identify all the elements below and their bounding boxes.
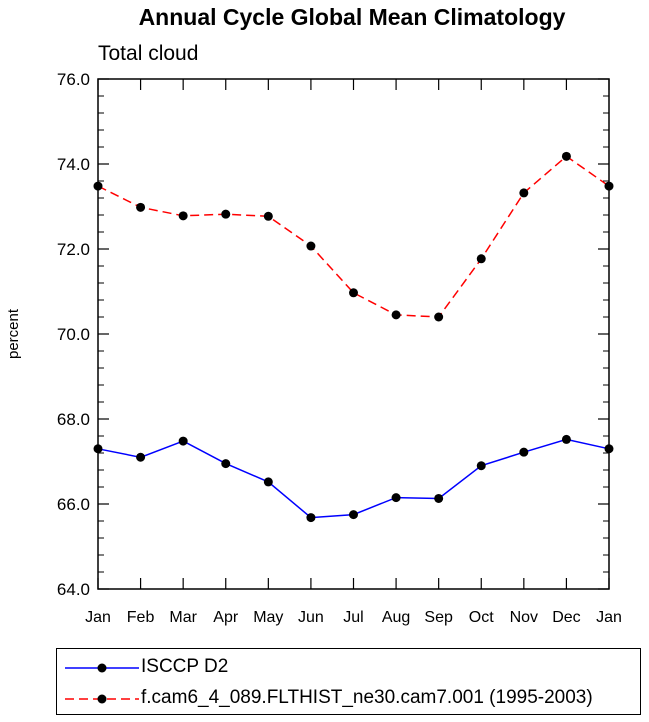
data-point-0	[93, 444, 103, 454]
legend-label-model: f.cam6_4_089.FLTHIST_ne30.cam7.001 (1995…	[141, 687, 593, 708]
x-tick-label: Jun	[298, 609, 324, 626]
data-point-1	[93, 181, 103, 191]
data-point-0	[178, 436, 188, 446]
x-tick-label: Jan	[596, 609, 622, 626]
x-tick-label: Jan	[85, 609, 111, 626]
axes: 64.0 66.0 68.0 70.0 72.0 74.0 76.0 Jan Feb Mar Apr…	[57, 70, 622, 626]
data-point-1	[263, 211, 273, 221]
data-point-0	[136, 452, 146, 462]
legend-item-model: f.cam6_4_089.FLTHIST_ne30.cam7.001 (1995…	[57, 683, 640, 713]
data-point-1	[136, 202, 146, 212]
data-point-1	[434, 312, 444, 322]
data-point-1	[306, 241, 316, 251]
y-tick-label: 66.0	[57, 495, 90, 514]
y-tick-label: 74.0	[57, 155, 90, 174]
x-tick-label: Dec	[552, 609, 580, 626]
x-tick-label: May	[253, 609, 283, 626]
data-point-1	[519, 188, 529, 198]
data-point-0	[519, 447, 529, 457]
y-tick-label: 72.0	[57, 240, 90, 259]
data-point-1	[391, 310, 401, 320]
data-point-1	[221, 209, 231, 219]
series-line-0	[97, 438, 610, 519]
y-tick-label: 68.0	[57, 410, 90, 429]
legend-label-isccp: ISCCP D2	[141, 656, 229, 677]
y-axis-label: percent	[5, 308, 22, 359]
x-tick-label: Apr	[213, 609, 239, 626]
legend: ISCCP D2 f.cam6_4_089.FLTHIST_ne30.cam7.…	[56, 648, 641, 715]
data-point-0	[561, 434, 571, 444]
x-tick-label: Jul	[343, 609, 363, 626]
chart-title: Annual Cycle Global Mean Climatology	[138, 4, 566, 30]
data-point-0	[306, 513, 316, 523]
chart-subtitle: Total cloud	[98, 42, 199, 65]
data-point-0	[221, 459, 231, 469]
x-tick-label: Sep	[424, 609, 453, 626]
x-tick-label: Mar	[169, 609, 197, 626]
data-point-0	[263, 477, 273, 487]
x-tick-label: Oct	[469, 609, 494, 626]
data-point-0	[349, 510, 358, 520]
x-tick-label: Nov	[510, 609, 538, 626]
legend-item-isccp: ISCCP D2	[57, 652, 640, 682]
legend-swatch-isccp	[65, 663, 139, 673]
y-tick-label: 64.0	[57, 580, 90, 599]
y-tick-label: 76.0	[57, 70, 90, 89]
data-point-0	[476, 461, 486, 471]
legend-swatch-model	[65, 694, 139, 704]
data-point-0	[391, 493, 401, 503]
line-chart: 64.0 66.0 68.0 70.0 72.0 74.0 76.0 Jan Feb Mar Apr…	[5, 70, 622, 626]
data-point-1	[349, 288, 358, 298]
minor-ticks	[98, 95, 609, 573]
x-tick-label: Feb	[127, 609, 155, 626]
data-point-1	[561, 151, 571, 161]
data-point-0	[604, 444, 614, 454]
data-point-1	[604, 181, 614, 191]
y-tick-label: 70.0	[57, 325, 90, 344]
data-point-1	[178, 211, 188, 221]
x-tick-label: Aug	[382, 609, 410, 626]
data-point-0	[434, 493, 444, 503]
series-layer	[93, 151, 614, 523]
data-point-1	[476, 254, 486, 264]
